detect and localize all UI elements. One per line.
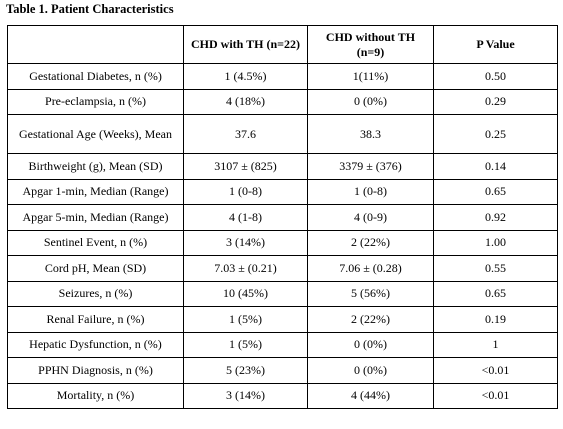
cell: 2 (22%) — [307, 306, 434, 333]
table-row: Mortality, n (%) 3 (14%) 4 (44%) <0.01 — [7, 382, 558, 409]
row-label: Cord pH, Mean (SD) — [7, 255, 184, 282]
cell: 0.14 — [433, 153, 558, 180]
cell: 1 — [433, 331, 558, 358]
cell: 3 (14%) — [183, 382, 308, 409]
cell: 3107 ± (825) — [183, 153, 308, 180]
cell: 0.65 — [433, 178, 558, 205]
cell: 0.19 — [433, 306, 558, 333]
header-cell: CHD with TH (n=22) — [183, 25, 308, 64]
cell: 0 (0%) — [307, 357, 434, 384]
cell: 7.06 ± (0.28) — [307, 255, 434, 282]
table-row: Seizures, n (%) 10 (45%) 5 (56%) 0.65 — [7, 280, 558, 307]
cell: 5 (23%) — [183, 357, 308, 384]
cell: 4 (1-8) — [183, 204, 308, 231]
cell: 5 (56%) — [307, 280, 434, 307]
table-row: Sentinel Event, n (%) 3 (14%) 2 (22%) 1.00 — [7, 229, 558, 256]
table-row: Gestational Age (Weeks), Mean 37.6 38.3 0.2… — [7, 114, 558, 154]
cell: 3379 ± (376) — [307, 153, 434, 180]
cell: 1.00 — [433, 229, 558, 256]
table-row: Hepatic Dysfunction, n (%) 1 (5%) 0 (0%) 1 — [7, 331, 558, 358]
table-row: Renal Failure, n (%) 1 (5%) 2 (22%) 0.19 — [7, 306, 558, 333]
cell: 4 (0-9) — [307, 204, 434, 231]
row-label: Renal Failure, n (%) — [7, 306, 184, 333]
cell: 1 (5%) — [183, 306, 308, 333]
cell: 0.92 — [433, 204, 558, 231]
row-label: Birthweight (g), Mean (SD) — [7, 153, 184, 180]
header-cell: P Value — [433, 25, 558, 64]
cell: 0 (0%) — [307, 331, 434, 358]
cell: 4 (44%) — [307, 382, 434, 409]
cell: 1 (5%) — [183, 331, 308, 358]
cell: 0.50 — [433, 63, 558, 90]
table-row: Birthweight (g), Mean (SD) 3107 ± (825) 33… — [7, 153, 558, 180]
table: CHD with TH (n=22) CHD without TH (n=9) P … — [7, 25, 558, 409]
table-row: Cord pH, Mean (SD) 7.03 ± (0.21) 7.06 ± (0… — [7, 255, 558, 282]
cell: 0.55 — [433, 255, 558, 282]
table-row: PPHN Diagnosis, n (%) 5 (23%) 0 (0%) <0.01 — [7, 357, 558, 384]
row-label: PPHN Diagnosis, n (%) — [7, 357, 184, 384]
cell: 0.29 — [433, 88, 558, 115]
cell: 4 (18%) — [183, 88, 308, 115]
cell: 1 (4.5%) — [183, 63, 308, 90]
cell: 2 (22%) — [307, 229, 434, 256]
row-label: Mortality, n (%) — [7, 382, 184, 409]
table-row: Gestational Diabetes, n (%) 1 (4.5%) 1(11%… — [7, 63, 558, 90]
table-row: Pre-eclampsia, n (%) 4 (18%) 0 (0%) 0.29 — [7, 88, 558, 115]
header-cell: CHD without TH (n=9) — [307, 25, 434, 64]
cell: 0.25 — [433, 114, 558, 154]
cell: 10 (45%) — [183, 280, 308, 307]
header-cell — [7, 25, 184, 64]
cell: 37.6 — [183, 114, 308, 154]
row-label: Gestational Age (Weeks), Mean — [7, 114, 184, 154]
table-title: Table 1. Patient Characteristics — [6, 2, 174, 16]
header-row: CHD with TH (n=22) CHD without TH (n=9) P … — [7, 25, 558, 64]
row-label: Apgar 5-min, Median (Range) — [7, 204, 184, 231]
cell: 7.03 ± (0.21) — [183, 255, 308, 282]
row-label: Apgar 1-min, Median (Range) — [7, 178, 184, 205]
cell: 0 (0%) — [307, 88, 434, 115]
cell: 38.3 — [307, 114, 434, 154]
row-label: Hepatic Dysfunction, n (%) — [7, 331, 184, 358]
cell: 1 (0-8) — [307, 178, 434, 205]
row-label: Pre-eclampsia, n (%) — [7, 88, 184, 115]
row-label: Seizures, n (%) — [7, 280, 184, 307]
row-label: Gestational Diabetes, n (%) — [7, 63, 184, 90]
table-row: Apgar 5-min, Median (Range) 4 (1-8) 4 (0-9… — [7, 204, 558, 231]
row-label: Sentinel Event, n (%) — [7, 229, 184, 256]
cell: <0.01 — [433, 382, 558, 409]
table-row: Apgar 1-min, Median (Range) 1 (0-8) 1 (0-8… — [7, 178, 558, 205]
cell: 3 (14%) — [183, 229, 308, 256]
cell: 1 (0-8) — [183, 178, 308, 205]
cell: <0.01 — [433, 357, 558, 384]
cell: 0.65 — [433, 280, 558, 307]
cell: 1(11%) — [307, 63, 434, 90]
